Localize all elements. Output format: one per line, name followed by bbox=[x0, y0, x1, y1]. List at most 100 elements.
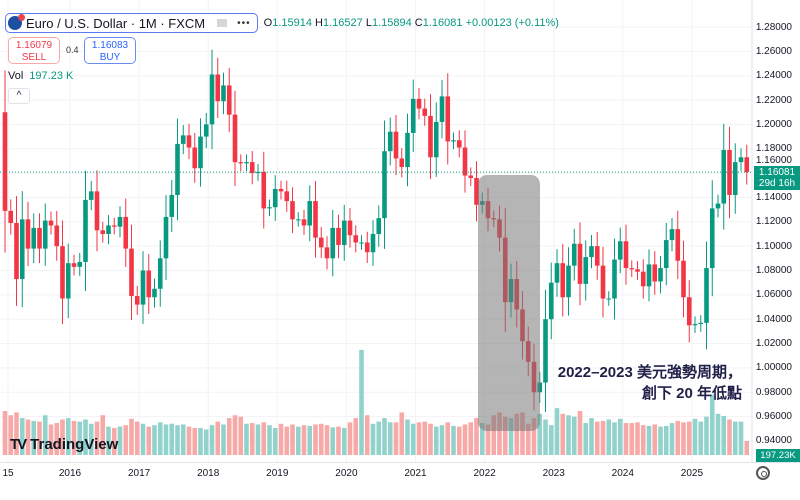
candle-body bbox=[451, 140, 456, 142]
volume-bar bbox=[508, 418, 514, 455]
volume-bar bbox=[600, 420, 606, 455]
current-price: 1.16081 bbox=[758, 167, 796, 178]
candle-body bbox=[37, 227, 42, 249]
candle-body bbox=[692, 324, 698, 326]
candle-body bbox=[370, 233, 376, 253]
logo-text: TradingView bbox=[30, 436, 119, 453]
candle-body bbox=[681, 260, 686, 298]
candle-body bbox=[186, 135, 192, 148]
candle-body bbox=[336, 227, 341, 245]
volume-bar bbox=[577, 410, 583, 455]
x-tick-label: 15 bbox=[2, 468, 14, 479]
candle-body bbox=[318, 237, 324, 248]
volume-bar bbox=[410, 423, 416, 455]
volume-bar bbox=[203, 429, 209, 455]
volume-bar bbox=[439, 425, 445, 455]
candle-body bbox=[548, 282, 554, 320]
candle-body bbox=[594, 246, 600, 266]
volume-bar bbox=[698, 421, 704, 455]
volume-bar bbox=[629, 423, 635, 455]
volume-bar bbox=[313, 424, 318, 455]
candle-body bbox=[307, 201, 313, 226]
candle-body bbox=[428, 115, 433, 158]
tradingview-logo[interactable]: TV TradingView bbox=[10, 436, 118, 453]
volume-bar bbox=[140, 423, 146, 455]
volume-bar bbox=[318, 423, 324, 455]
volume-legend[interactable]: Vol 197.23 K bbox=[8, 70, 73, 82]
candle-body bbox=[474, 177, 479, 205]
y-tick-label: 1.24000 bbox=[755, 70, 792, 82]
candle-body bbox=[709, 208, 715, 269]
candle-body bbox=[405, 132, 410, 168]
more-icon[interactable]: ••• bbox=[237, 17, 251, 29]
candle-body bbox=[675, 229, 681, 261]
volume-bar bbox=[267, 425, 272, 455]
volume-bar bbox=[19, 418, 25, 455]
volume-bar bbox=[376, 421, 382, 455]
candle-body bbox=[83, 199, 88, 262]
symbol-legend[interactable]: Euro / U.S. Dollar · 1M · FXCM ••• bbox=[5, 13, 258, 33]
candle-body bbox=[192, 147, 198, 169]
x-tick-label: 2022 bbox=[473, 468, 496, 479]
high-value: 1.16527 bbox=[323, 17, 363, 29]
volume-bar bbox=[387, 422, 393, 455]
volume-bar bbox=[715, 413, 721, 455]
ohlc-values: O1.15914 H1.16527 L1.15894 C1.16081 +0.0… bbox=[264, 17, 559, 29]
settings-gear-icon[interactable] bbox=[756, 466, 770, 480]
chevron-up-icon[interactable]: ^ bbox=[8, 88, 30, 104]
volume-bar bbox=[606, 419, 612, 455]
candle-body bbox=[221, 85, 226, 102]
candle-body bbox=[226, 85, 232, 115]
annotation-highlight-box[interactable] bbox=[478, 175, 540, 431]
candle-body bbox=[646, 264, 652, 287]
candle-body bbox=[640, 271, 646, 287]
candle-body bbox=[721, 149, 727, 204]
close-label: C bbox=[414, 17, 423, 29]
candle-body bbox=[295, 219, 301, 221]
volume-label: Vol bbox=[8, 70, 24, 82]
volume-bar bbox=[100, 415, 106, 455]
volume-bar bbox=[502, 416, 508, 455]
volume-bar bbox=[83, 419, 88, 455]
symbol-title: Euro / U.S. Dollar · 1M · FXCM bbox=[26, 15, 206, 31]
candle-body bbox=[686, 297, 692, 326]
sell-label: SELL bbox=[21, 52, 47, 63]
volume-bar bbox=[744, 440, 750, 455]
y-tick-label: 1.04000 bbox=[755, 313, 792, 325]
annotation-line-2: 創下 20 年低點 bbox=[641, 385, 742, 402]
candle-body bbox=[554, 263, 560, 283]
candle-body bbox=[146, 270, 152, 298]
volume-bar bbox=[152, 425, 157, 455]
candle-body bbox=[341, 220, 347, 245]
candle-body bbox=[387, 131, 393, 152]
candle-body bbox=[129, 248, 134, 297]
candle-body bbox=[278, 188, 284, 192]
volume-bar bbox=[560, 413, 566, 455]
volume-bar bbox=[686, 421, 692, 455]
volume-bar bbox=[433, 426, 439, 455]
candle-body bbox=[31, 227, 37, 249]
volume-bar bbox=[669, 423, 675, 455]
volume-bar bbox=[422, 421, 428, 455]
volume-bar bbox=[232, 415, 238, 455]
candle-body bbox=[663, 240, 669, 269]
tradingview-logo-icon: TV bbox=[10, 436, 27, 453]
volume-bar bbox=[491, 415, 497, 455]
candle-body bbox=[301, 219, 307, 226]
volume-bar bbox=[548, 425, 554, 455]
sell-button[interactable]: 1.16079 SELL bbox=[8, 37, 60, 64]
annotation-text[interactable]: 2022–2023 美元強勢周期， 創下 20 年低點 bbox=[558, 362, 742, 404]
candle-body bbox=[577, 243, 583, 284]
candle-body bbox=[704, 268, 709, 323]
candle-body bbox=[583, 257, 589, 284]
flag-icon[interactable] bbox=[217, 19, 228, 27]
candle-body bbox=[359, 242, 364, 244]
y-tick-label: 0.94000 bbox=[755, 435, 792, 447]
buy-button[interactable]: 1.16083 BUY bbox=[84, 37, 136, 64]
candle-body bbox=[715, 203, 721, 209]
volume-bar bbox=[451, 425, 456, 455]
candle-body bbox=[272, 188, 278, 208]
volume-bar bbox=[8, 415, 14, 455]
candle-body bbox=[8, 210, 14, 224]
